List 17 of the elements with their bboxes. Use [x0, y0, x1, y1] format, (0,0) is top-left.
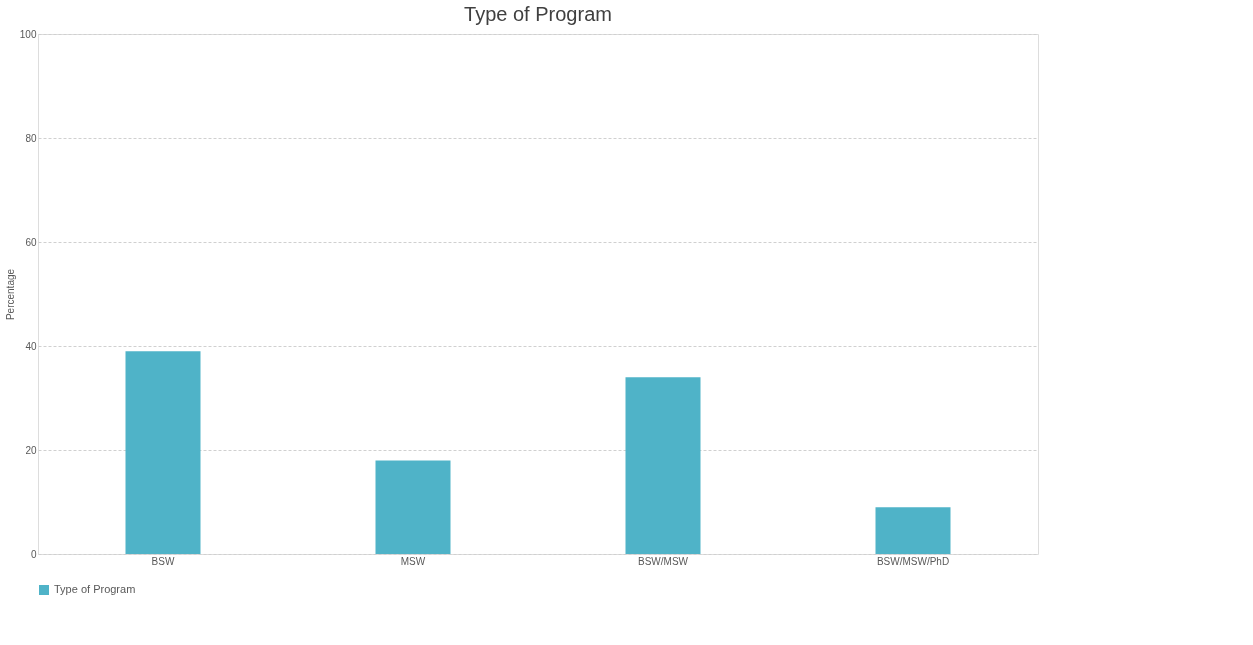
bar	[625, 377, 701, 554]
y-tick-label: 40	[25, 340, 37, 352]
x-tick-label: BSW/MSW/PhD	[876, 555, 950, 567]
legend-label: Type of Program	[54, 583, 136, 595]
y-tick-label: 100	[19, 28, 37, 40]
chart-title: Type of Program	[464, 3, 612, 25]
x-tick-label: BSW/MSW	[638, 555, 689, 567]
y-tick-label: 80	[25, 132, 37, 144]
y-tick-label: 20	[25, 444, 37, 456]
y-tick-label: 60	[25, 236, 37, 248]
bar	[875, 507, 951, 554]
x-tick-label: BSW	[151, 555, 175, 567]
y-tick-label: 0	[30, 548, 37, 560]
y-axis-title: Percentage	[4, 268, 16, 321]
x-tick-label: MSW	[400, 555, 426, 567]
bar	[125, 351, 201, 554]
bar	[375, 460, 451, 554]
